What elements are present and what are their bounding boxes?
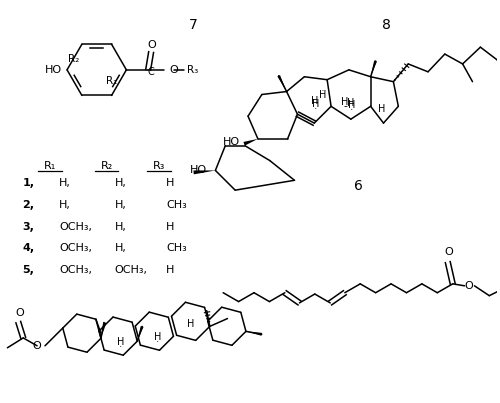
- Text: OCH₃,: OCH₃,: [59, 243, 92, 253]
- Text: H: H: [166, 222, 174, 232]
- Text: Ḥ: Ḥ: [118, 336, 125, 346]
- Polygon shape: [246, 331, 262, 336]
- Text: OCH₃,: OCH₃,: [59, 222, 92, 232]
- Text: R₂: R₂: [100, 160, 112, 170]
- Text: R₂: R₂: [68, 54, 79, 64]
- Text: O: O: [464, 281, 473, 291]
- Text: OCH₃,: OCH₃,: [59, 265, 92, 275]
- Text: Ḥ: Ḥ: [312, 98, 319, 108]
- Text: 4,: 4,: [22, 243, 34, 253]
- Text: H̱: H̱: [341, 96, 348, 106]
- Polygon shape: [137, 326, 143, 341]
- Text: Ḥ: Ḥ: [348, 100, 356, 109]
- Polygon shape: [278, 75, 286, 91]
- Text: H: H: [310, 96, 318, 106]
- Text: 8: 8: [382, 18, 390, 32]
- Text: H: H: [166, 178, 174, 188]
- Text: O: O: [444, 247, 453, 257]
- Text: 7: 7: [189, 18, 198, 32]
- Polygon shape: [370, 60, 377, 77]
- Text: 6: 6: [354, 179, 363, 193]
- Text: H,: H,: [114, 200, 126, 210]
- Text: O: O: [148, 40, 156, 50]
- Text: H: H: [187, 319, 194, 329]
- Text: H,: H,: [59, 178, 71, 188]
- Text: O: O: [32, 341, 41, 351]
- Text: H,: H,: [114, 178, 126, 188]
- Text: R₁: R₁: [106, 76, 117, 85]
- Text: C: C: [148, 67, 154, 77]
- Text: HO: HO: [190, 166, 208, 175]
- Polygon shape: [101, 322, 106, 338]
- Text: CH₃: CH₃: [166, 200, 186, 210]
- Text: HO: HO: [223, 137, 240, 147]
- Text: O: O: [169, 65, 177, 75]
- Text: H,: H,: [114, 222, 126, 232]
- Text: 5,: 5,: [22, 265, 34, 275]
- Text: Ḥ: Ḥ: [154, 331, 161, 341]
- Text: R₃: R₃: [153, 160, 165, 170]
- Polygon shape: [194, 170, 216, 174]
- Text: H,: H,: [114, 243, 126, 253]
- Text: O: O: [15, 308, 24, 318]
- Text: Ḧ: Ḧ: [318, 91, 326, 100]
- Text: H: H: [378, 104, 385, 114]
- Text: H: H: [166, 265, 174, 275]
- Text: CH₃: CH₃: [166, 243, 186, 253]
- Text: H: H: [347, 98, 354, 108]
- Text: H,: H,: [59, 200, 71, 210]
- Text: 3,: 3,: [22, 222, 34, 232]
- Polygon shape: [244, 139, 258, 145]
- Text: OCH₃,: OCH₃,: [114, 265, 148, 275]
- Text: 2,: 2,: [22, 200, 34, 210]
- Text: 1,: 1,: [22, 178, 34, 188]
- Text: R₃: R₃: [186, 65, 198, 75]
- Text: HO: HO: [45, 65, 62, 75]
- Text: R₁: R₁: [44, 160, 56, 170]
